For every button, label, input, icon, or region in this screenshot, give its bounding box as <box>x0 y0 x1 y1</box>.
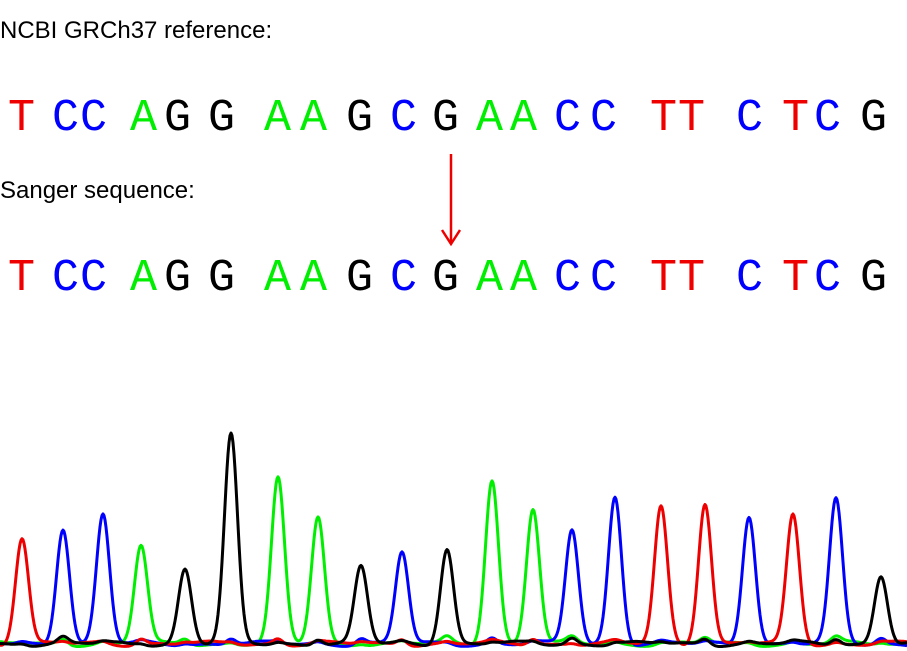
reference-label: NCBI GRCh37 reference: <box>0 17 273 44</box>
sanger-base-12: A <box>476 253 504 304</box>
sanger-base-11: G <box>432 253 460 304</box>
sanger-base-6: G <box>208 253 236 304</box>
reference-base-2: C <box>52 93 80 144</box>
variant-arrow-icon <box>440 154 462 247</box>
reference-base-4: A <box>130 93 158 144</box>
sanger-base-8: A <box>300 253 328 304</box>
sanger-base-21: G <box>860 253 888 304</box>
sanger-base-19: T <box>782 253 810 304</box>
sanger-base-9: G <box>346 253 374 304</box>
trace-G <box>0 431 907 648</box>
chromatogram <box>0 431 907 648</box>
sanger-base-4: A <box>130 253 158 304</box>
reference-base-17: T <box>678 93 706 144</box>
trace-A <box>0 475 907 648</box>
reference-base-14: C <box>554 93 582 144</box>
reference-base-12: A <box>476 93 504 144</box>
reference-base-16: T <box>650 93 678 144</box>
sanger-base-5: G <box>164 253 192 304</box>
reference-base-19: T <box>782 93 810 144</box>
sanger-base-10: C <box>390 253 418 304</box>
reference-base-6: G <box>208 93 236 144</box>
reference-base-8: A <box>300 93 328 144</box>
reference-base-21: G <box>860 93 888 144</box>
reference-base-13: A <box>510 93 538 144</box>
sanger-base-13: A <box>510 253 538 304</box>
sanger-base-7: A <box>264 253 292 304</box>
reference-base-18: C <box>736 93 764 144</box>
sanger-base-3: C <box>80 253 108 304</box>
sanger-base-18: C <box>736 253 764 304</box>
reference-base-3: C <box>80 93 108 144</box>
reference-base-7: A <box>264 93 292 144</box>
sanger-base-1: T <box>8 253 36 304</box>
sanger-base-2: C <box>52 253 80 304</box>
reference-base-5: G <box>164 93 192 144</box>
sanger-base-17: T <box>678 253 706 304</box>
sanger-base-14: C <box>554 253 582 304</box>
reference-base-15: C <box>590 93 618 144</box>
sanger-base-20: C <box>814 253 842 304</box>
reference-base-20: C <box>814 93 842 144</box>
sanger-base-15: C <box>590 253 618 304</box>
sanger-label: Sanger sequence: <box>0 177 195 204</box>
sanger-base-16: T <box>650 253 678 304</box>
reference-base-1: T <box>8 93 36 144</box>
reference-base-9: G <box>346 93 374 144</box>
reference-base-11: G <box>432 93 460 144</box>
reference-base-10: C <box>390 93 418 144</box>
